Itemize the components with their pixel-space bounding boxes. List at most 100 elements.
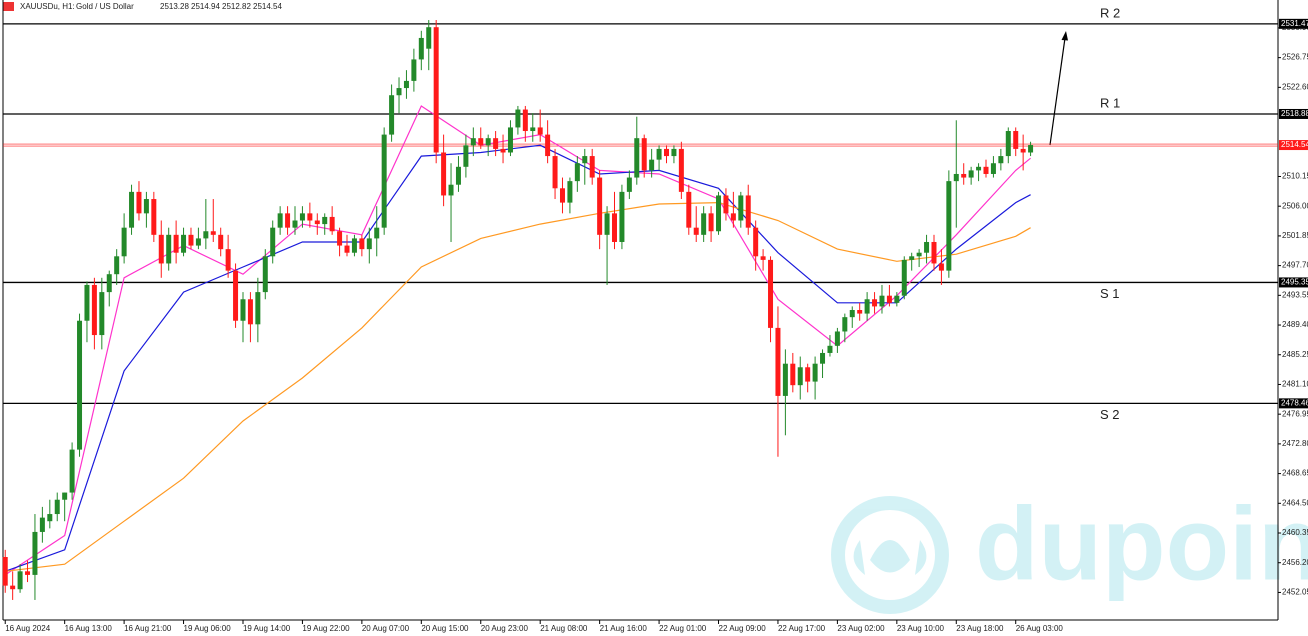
candle-body xyxy=(84,284,90,321)
candle-body xyxy=(626,177,632,192)
symbol: XAUUSDu, H1: xyxy=(20,2,75,11)
candle-body xyxy=(678,148,684,192)
candle-body xyxy=(233,270,239,321)
candle-body xyxy=(931,241,937,264)
header-value: 2514.94 xyxy=(191,2,220,11)
x-tick-label: 22 Aug 09:00 xyxy=(719,624,767,633)
candle-body xyxy=(337,231,343,246)
candle-body xyxy=(641,138,647,171)
candle-body xyxy=(782,363,788,396)
candle-body xyxy=(351,238,357,253)
candle-body xyxy=(604,213,610,235)
level-price-box xyxy=(1279,398,1308,409)
candle-body xyxy=(886,295,892,303)
y-tick-label: 2456.20 xyxy=(1282,558,1308,567)
header-value: 2513.28 xyxy=(160,2,189,11)
header-value: 2514.54 xyxy=(253,2,282,11)
level-price-box xyxy=(1279,108,1308,119)
candles xyxy=(2,20,1034,600)
candle-body xyxy=(938,263,944,271)
y-tick-label: 2476.95 xyxy=(1282,409,1308,418)
level-price-label: 2478.46 xyxy=(1281,398,1308,407)
level-price-box xyxy=(1279,18,1308,29)
candle-body xyxy=(968,170,974,178)
candle-body xyxy=(433,27,439,153)
x-tick-label: 20 Aug 23:00 xyxy=(481,624,529,633)
level-price-label: 2518.88 xyxy=(1281,109,1308,118)
candle-body xyxy=(522,109,528,132)
description: Gold / US Dollar xyxy=(76,2,134,11)
watermark-logo xyxy=(831,496,949,614)
candle-body xyxy=(314,220,320,225)
level-price-label: 2531.47 xyxy=(1281,19,1308,28)
candle-body xyxy=(99,292,105,336)
candle-body xyxy=(344,245,350,253)
candle-body xyxy=(530,127,536,132)
candle-body xyxy=(559,188,565,203)
candle-body xyxy=(611,213,617,242)
candle-body xyxy=(493,138,499,149)
level-name: S 2 xyxy=(1100,407,1120,422)
candle-body xyxy=(768,259,774,328)
candle-body xyxy=(47,514,53,522)
x-tick-label: 20 Aug 07:00 xyxy=(362,624,410,633)
candle-body xyxy=(879,295,885,307)
candle-body xyxy=(1028,145,1034,153)
y-tick-label: 2489.40 xyxy=(1282,320,1308,329)
logo-leaf xyxy=(853,540,927,575)
candle-body xyxy=(805,367,811,382)
candle-body xyxy=(649,159,655,171)
candle-body xyxy=(121,227,127,257)
y-tick-label: 2510.15 xyxy=(1282,172,1308,181)
y-tick-label: 2526.75 xyxy=(1282,53,1308,62)
level-name: S 1 xyxy=(1100,286,1120,301)
candle-body xyxy=(210,231,216,235)
level-price-box xyxy=(1279,277,1308,288)
candle-body xyxy=(849,310,855,318)
level-name: R 1 xyxy=(1100,95,1120,110)
candle-body xyxy=(411,59,417,81)
candle-body xyxy=(396,88,402,96)
candle-body xyxy=(671,148,677,157)
candle-body xyxy=(797,367,803,386)
candle-body xyxy=(277,213,283,228)
candle-body xyxy=(262,256,268,293)
candle-body xyxy=(329,216,335,232)
candle-body xyxy=(62,492,68,500)
candle-body xyxy=(225,249,231,271)
candle-body xyxy=(270,227,276,257)
candle-body xyxy=(552,156,558,189)
candle-body xyxy=(834,331,840,346)
y-tick-label: 2497.70 xyxy=(1282,261,1308,270)
symbol-icon xyxy=(3,2,14,11)
candle-body xyxy=(961,173,967,178)
candle-body xyxy=(10,585,16,590)
candle-body xyxy=(619,191,625,242)
candle-body xyxy=(25,571,31,575)
candle-body xyxy=(17,571,23,590)
candle-body xyxy=(158,234,164,264)
x-tick-label: 23 Aug 18:00 xyxy=(956,624,1004,633)
candle-body xyxy=(909,256,915,260)
candle-body xyxy=(195,238,201,246)
candle-body xyxy=(723,195,729,214)
level-price-label: 2495.35 xyxy=(1281,278,1308,287)
candle-body xyxy=(299,213,305,221)
candle-body xyxy=(455,166,461,185)
watermark: dupoin xyxy=(975,486,1308,602)
candle-body xyxy=(151,199,157,235)
candle-body xyxy=(54,499,60,515)
candle-body xyxy=(478,138,484,146)
candle-body xyxy=(322,216,328,225)
candle-body xyxy=(990,163,996,174)
y-tick-label: 2522.60 xyxy=(1282,82,1308,91)
candle-body xyxy=(812,363,818,382)
y-tick-label: 2452.05 xyxy=(1282,588,1308,597)
candle-body xyxy=(292,220,298,228)
candle-body xyxy=(166,234,172,264)
moving-average xyxy=(5,201,1031,572)
candle-body xyxy=(976,166,982,171)
candle-body xyxy=(589,156,595,178)
candle-body xyxy=(745,195,751,228)
